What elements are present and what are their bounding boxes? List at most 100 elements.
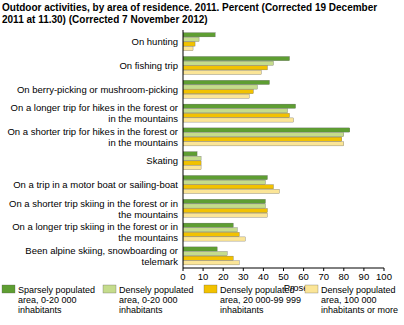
x-tick-label: 40 bbox=[258, 271, 269, 282]
text-line: inhabitants bbox=[119, 305, 163, 315]
text-line: area, 20 000-99 999 bbox=[220, 295, 301, 305]
bar bbox=[183, 94, 249, 98]
y-axis-line bbox=[183, 30, 184, 268]
bar bbox=[183, 90, 253, 94]
category-label: On a longer trip skiing in the forest or… bbox=[12, 221, 178, 243]
text-line: On a shorter trip for hikes in the fores… bbox=[7, 126, 178, 137]
text-line: On a shorter trip skiing in the forest o… bbox=[9, 198, 178, 209]
text-line: inhabitants or more bbox=[321, 305, 398, 315]
bar bbox=[183, 104, 296, 108]
x-tick-label: 20 bbox=[218, 271, 229, 282]
category-label: On a shorter trip for hikes in the fores… bbox=[7, 126, 178, 148]
bar bbox=[183, 199, 265, 203]
x-tick-label: 50 bbox=[278, 271, 289, 282]
text-line: telemark bbox=[142, 256, 179, 267]
x-tick-label: 90 bbox=[359, 271, 370, 282]
bar bbox=[183, 61, 273, 65]
bar bbox=[183, 109, 288, 113]
text-line: the mountains bbox=[118, 209, 178, 220]
text-line: area, 0-20 000 bbox=[18, 295, 77, 305]
bar bbox=[183, 180, 265, 184]
bar bbox=[183, 66, 267, 70]
bar bbox=[183, 57, 290, 61]
legend-label: Densely populatedarea, 0-20 000inhabitan… bbox=[119, 285, 194, 315]
text-line: On berry-picking or mushroom-picking bbox=[17, 84, 178, 95]
category-label: On fishing trip bbox=[119, 60, 178, 71]
bar bbox=[183, 176, 267, 180]
bar bbox=[183, 70, 261, 74]
category-label: Been alpine skiing, snowboarding ortelem… bbox=[25, 245, 178, 267]
bar bbox=[183, 156, 201, 160]
bar bbox=[183, 166, 201, 170]
text-line: Outdoor activities, by area of residence… bbox=[2, 2, 377, 13]
bar bbox=[183, 80, 269, 84]
text-line: Densely populated bbox=[220, 285, 295, 295]
bar bbox=[183, 223, 233, 227]
bar bbox=[183, 261, 239, 265]
text-line: the mountains bbox=[118, 232, 178, 243]
text-line: On hunting bbox=[132, 36, 178, 47]
bar bbox=[183, 113, 290, 117]
x-tick-label: 10 bbox=[198, 271, 209, 282]
category-label: On a trip in a motor boat or sailing-boa… bbox=[13, 179, 178, 190]
text-line: inhabitants bbox=[220, 305, 264, 315]
legend-swatch bbox=[2, 285, 15, 293]
category-label: On a shorter trip skiing in the forest o… bbox=[9, 198, 178, 220]
text-line: area, 100 000 bbox=[321, 295, 377, 305]
bar bbox=[183, 161, 201, 165]
text-line: inhabitants bbox=[18, 305, 62, 315]
text-line: On a longer trip skiing in the forest or… bbox=[12, 221, 178, 232]
x-tick-label: 30 bbox=[238, 271, 249, 282]
bar bbox=[183, 232, 239, 236]
text-line: Sparsely populated bbox=[18, 285, 95, 295]
text-line: Densely populated bbox=[119, 285, 194, 295]
legend-label: Densely populatedarea, 20 000-99 999inha… bbox=[220, 285, 301, 315]
category-label: On hunting bbox=[132, 36, 178, 47]
bar bbox=[183, 247, 217, 251]
bar bbox=[183, 228, 237, 232]
bar bbox=[183, 37, 199, 41]
bars bbox=[183, 33, 350, 265]
bar bbox=[183, 47, 193, 51]
bar bbox=[183, 185, 273, 189]
bar bbox=[183, 189, 279, 193]
bar bbox=[183, 204, 265, 208]
legend-label: Sparsely populatedarea, 0-20 000inhabita… bbox=[18, 285, 95, 315]
text-line: On a longer trip for hikes in the forest… bbox=[11, 102, 178, 113]
bar bbox=[183, 137, 342, 141]
bar bbox=[183, 42, 195, 46]
text-line: in the mountains bbox=[108, 113, 178, 124]
title: Outdoor activities, by area of residence… bbox=[2, 2, 377, 25]
text-line: Densely populated bbox=[321, 285, 396, 295]
bar bbox=[183, 128, 350, 132]
legend-label: Densely populatedarea, 100 000inhabitant… bbox=[321, 285, 398, 315]
text-line: 2011 at 11.30) (Corrected 7 November 201… bbox=[2, 14, 208, 25]
legend-swatch bbox=[204, 285, 217, 293]
text-line: area, 0-20 000 bbox=[119, 295, 178, 305]
text-line: On fishing trip bbox=[119, 60, 178, 71]
text-line: On a trip in a motor boat or sailing-boa… bbox=[13, 179, 178, 190]
legend-swatch bbox=[103, 285, 116, 293]
bar bbox=[183, 213, 267, 217]
bar bbox=[183, 142, 344, 146]
x-tick-label: 0 bbox=[180, 271, 185, 282]
bar bbox=[183, 237, 245, 241]
bar bbox=[183, 133, 344, 137]
x-tick-label: 100 bbox=[376, 271, 392, 282]
category-label: Skating bbox=[146, 155, 178, 166]
x-tick-label: 60 bbox=[298, 271, 309, 282]
category-label: On berry-picking or mushroom-picking bbox=[17, 84, 178, 95]
legend-swatch bbox=[305, 285, 318, 293]
bar bbox=[183, 252, 227, 256]
bar bbox=[183, 152, 197, 156]
bar bbox=[183, 33, 215, 37]
x-tick-label: 70 bbox=[318, 271, 329, 282]
bar bbox=[183, 118, 294, 122]
bar bbox=[183, 209, 267, 213]
text-line: Been alpine skiing, snowboarding or bbox=[25, 245, 178, 256]
text-line: in the mountains bbox=[108, 137, 178, 148]
x-tick-label: 80 bbox=[339, 271, 350, 282]
text-line: Skating bbox=[146, 155, 178, 166]
bar bbox=[183, 256, 233, 260]
category-label: On a longer trip for hikes in the forest… bbox=[11, 102, 179, 124]
